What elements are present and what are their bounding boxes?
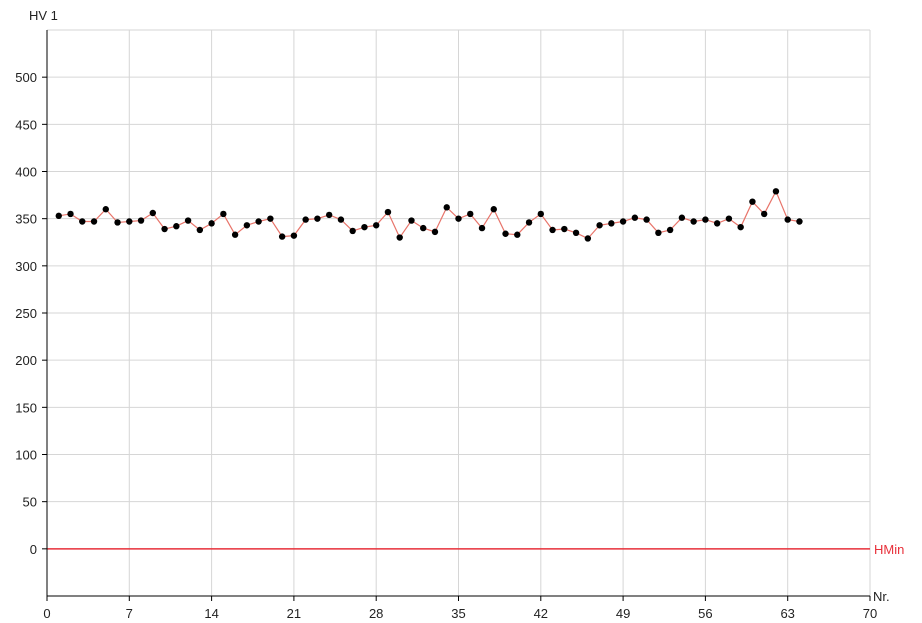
data-point xyxy=(772,188,780,195)
data-point xyxy=(725,215,733,222)
data-point xyxy=(126,218,133,225)
x-tick-label: 14 xyxy=(204,606,218,621)
x-tick-label: 21 xyxy=(287,606,301,621)
y-tick-label: 400 xyxy=(15,165,37,180)
data-point xyxy=(537,210,544,218)
data-point xyxy=(796,218,803,225)
data-point xyxy=(572,229,580,237)
y-tick-label: 500 xyxy=(15,70,37,85)
grid-layer xyxy=(47,29,871,596)
y-tick-label: 100 xyxy=(15,448,37,463)
y-tick-label: 0 xyxy=(30,542,37,557)
data-point xyxy=(314,215,321,222)
x-axis-label: Nr. xyxy=(873,589,890,604)
data-point xyxy=(196,226,204,234)
data-point xyxy=(420,224,427,232)
data-point xyxy=(337,216,345,223)
y-tick-label: 200 xyxy=(15,353,37,368)
data-point xyxy=(220,210,227,218)
data-point xyxy=(737,223,744,231)
data-point xyxy=(678,214,686,221)
data-point xyxy=(79,218,86,225)
data-point xyxy=(690,218,697,225)
data-point xyxy=(149,209,157,217)
data-point xyxy=(713,220,721,227)
series-line xyxy=(58,189,800,240)
data-point xyxy=(290,232,298,239)
data-point xyxy=(408,217,415,224)
data-point xyxy=(208,220,215,227)
data-point xyxy=(478,224,486,232)
reference-line-layer: HMin xyxy=(47,542,904,557)
reference-line-label: HMin xyxy=(874,542,904,557)
data-point xyxy=(278,233,286,240)
data-point xyxy=(784,216,791,223)
data-point xyxy=(549,226,556,234)
data-point xyxy=(502,230,509,237)
x-tick-label: 42 xyxy=(534,606,548,621)
x-tick-label: 49 xyxy=(616,606,630,621)
y-tick-label: 300 xyxy=(15,259,37,274)
tick-label-layer: 0 7 14 21 28 35 42 49 56 63 70 0 50 100 150 200 250 300 35… xyxy=(15,70,877,621)
data-point xyxy=(455,215,462,222)
data-point xyxy=(490,206,497,213)
x-tick-label: 28 xyxy=(369,606,383,621)
data-point xyxy=(137,217,145,224)
data-point xyxy=(443,204,450,211)
data-point xyxy=(431,228,439,236)
y-tick-label: 50 xyxy=(23,495,37,510)
data-point xyxy=(361,223,368,231)
data-point xyxy=(760,210,768,218)
data-point xyxy=(514,231,521,238)
data-point xyxy=(384,208,392,216)
data-point xyxy=(243,222,251,229)
data-point xyxy=(525,219,533,226)
data-point xyxy=(749,198,756,205)
x-tick-label: 0 xyxy=(43,606,50,621)
data-point xyxy=(90,218,98,225)
data-point xyxy=(619,218,627,225)
series-layer xyxy=(55,188,803,242)
data-point xyxy=(584,235,592,242)
data-point xyxy=(608,220,615,227)
data-point xyxy=(55,212,62,220)
data-point xyxy=(666,226,674,234)
y-axis-label: HV 1 xyxy=(29,8,58,23)
data-point xyxy=(373,222,380,229)
data-point xyxy=(702,216,709,223)
x-tick-label: 63 xyxy=(780,606,794,621)
data-point xyxy=(325,211,333,219)
data-point xyxy=(255,218,262,225)
data-point xyxy=(173,223,180,230)
data-point xyxy=(396,234,403,241)
data-point xyxy=(631,214,639,221)
y-tick-label: 350 xyxy=(15,212,37,227)
data-point xyxy=(102,206,109,213)
data-point xyxy=(467,210,474,218)
data-point xyxy=(67,210,74,218)
data-point xyxy=(267,215,274,222)
data-point xyxy=(349,227,356,235)
y-tick-label: 450 xyxy=(15,117,37,132)
data-point xyxy=(302,216,309,223)
data-point xyxy=(114,219,121,226)
x-tick-label: 7 xyxy=(126,606,133,621)
data-point xyxy=(643,216,650,223)
data-point xyxy=(655,229,662,237)
data-point xyxy=(561,225,568,233)
data-point xyxy=(161,225,168,233)
x-tick-label: 70 xyxy=(863,606,877,621)
data-point xyxy=(596,222,603,229)
x-tick-label: 56 xyxy=(698,606,712,621)
x-tick-label: 35 xyxy=(451,606,465,621)
data-point xyxy=(184,217,192,224)
data-point xyxy=(231,231,239,238)
y-tick-label: 250 xyxy=(15,306,37,321)
y-tick-label: 150 xyxy=(15,400,37,415)
